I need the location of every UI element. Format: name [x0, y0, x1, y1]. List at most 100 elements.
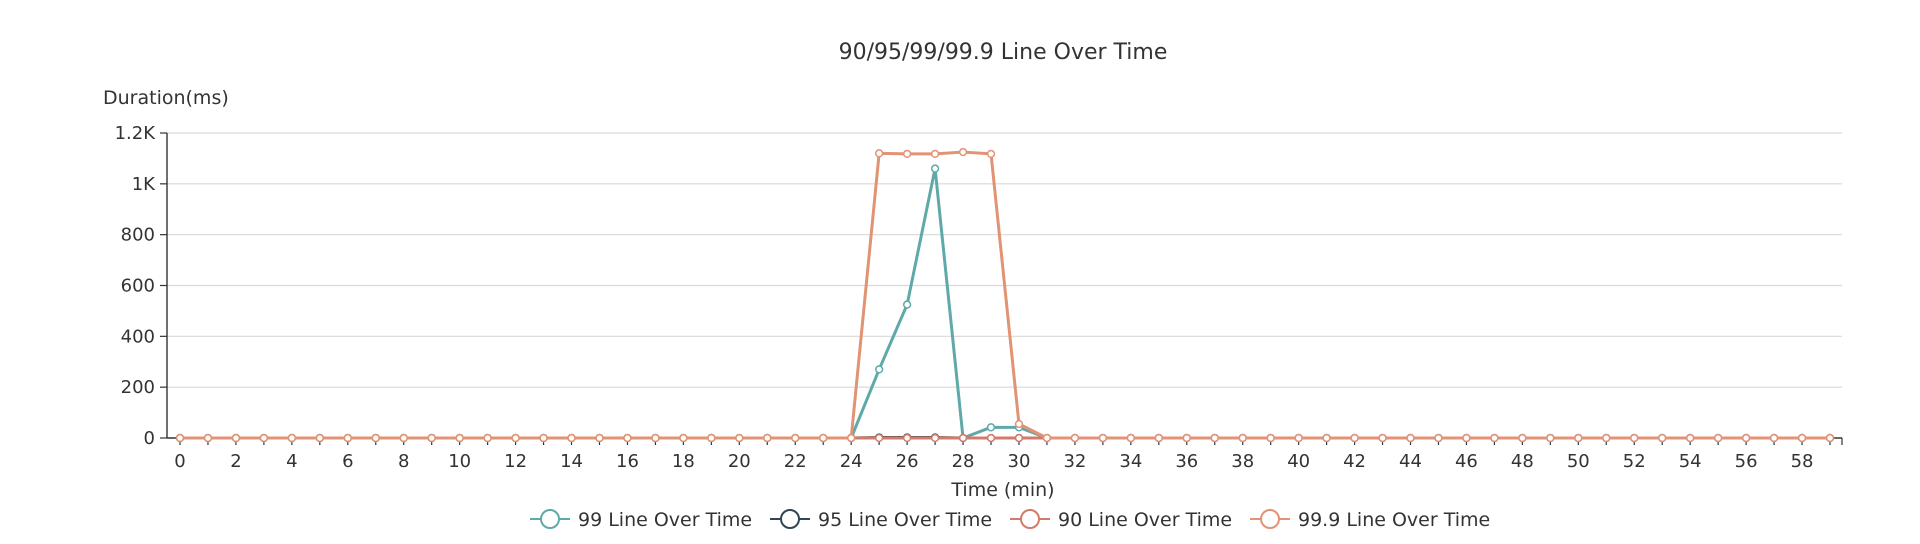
data-point[interactable] — [1797, 433, 1807, 443]
x-tick-label: 34 — [1119, 451, 1142, 472]
data-point[interactable] — [175, 433, 185, 443]
data-point[interactable] — [1462, 433, 1471, 443]
data-point[interactable] — [483, 433, 492, 443]
data-point[interactable] — [875, 433, 884, 443]
series-99-9-line-over-time — [175, 147, 1835, 443]
x-tick-label: 32 — [1063, 451, 1086, 472]
data-point[interactable] — [567, 433, 576, 443]
data-point[interactable] — [1154, 433, 1163, 443]
data-point[interactable] — [1238, 433, 1247, 443]
data-point[interactable] — [902, 433, 912, 443]
data-point[interactable] — [930, 164, 940, 173]
legend-circle-icon — [1020, 509, 1040, 529]
data-point[interactable] — [1294, 433, 1303, 443]
data-point[interactable] — [930, 433, 940, 443]
data-point[interactable] — [902, 149, 912, 158]
data-point[interactable] — [259, 433, 269, 443]
data-point[interactable] — [1574, 433, 1583, 443]
legend-item[interactable]: 95 Line Over Time — [770, 509, 992, 531]
data-point[interactable] — [371, 433, 380, 443]
data-point[interactable] — [455, 433, 464, 443]
data-point[interactable] — [1686, 433, 1695, 443]
data-point[interactable] — [679, 433, 688, 443]
data-point[interactable] — [930, 149, 940, 158]
data-point[interactable] — [1434, 433, 1443, 443]
data-point[interactable] — [399, 433, 408, 443]
data-point[interactable] — [1630, 433, 1639, 443]
data-point[interactable] — [1602, 433, 1611, 443]
x-axis-ticks: 0 2 4 6 8 10 12 14 16 18 20 22 24 26 28 30 32 34 36 38 40 42 4… — [174, 438, 1843, 472]
data-point[interactable] — [735, 433, 744, 443]
data-point[interactable] — [1042, 433, 1052, 443]
x-tick-label: 20 — [728, 451, 751, 472]
data-point[interactable] — [1014, 433, 1024, 443]
data-point[interactable] — [1546, 433, 1555, 443]
data-point[interactable] — [902, 300, 912, 309]
y-axis-ticks: 0 200 400 600 800 1K 1.2K — [115, 123, 167, 449]
legend-item[interactable]: 99 Line Over Time — [530, 509, 752, 531]
x-tick-label: 2 — [230, 451, 241, 472]
x-tick-label: 30 — [1008, 451, 1031, 472]
data-point[interactable] — [791, 433, 800, 443]
x-tick-label: 24 — [840, 451, 863, 472]
data-point[interactable] — [1741, 433, 1751, 443]
data-point[interactable] — [1266, 433, 1275, 443]
data-point[interactable] — [875, 149, 884, 158]
data-point[interactable] — [1098, 433, 1108, 443]
data-point[interactable] — [707, 433, 716, 443]
legend-label: 90 Line Over Time — [1058, 509, 1232, 531]
data-point[interactable] — [511, 433, 520, 443]
x-tick-label: 52 — [1623, 451, 1646, 472]
data-point[interactable] — [986, 149, 996, 158]
x-tick-label: 44 — [1399, 451, 1422, 472]
data-point[interactable] — [651, 433, 660, 443]
data-point[interactable] — [1210, 433, 1219, 443]
data-point[interactable] — [1182, 433, 1191, 443]
legend-item[interactable]: 90 Line Over Time — [1010, 509, 1232, 531]
data-point[interactable] — [287, 433, 297, 443]
legend-item[interactable]: 99.9 Line Over Time — [1250, 509, 1490, 531]
data-point[interactable] — [1825, 433, 1835, 443]
data-point[interactable] — [1490, 433, 1499, 443]
x-tick-label: 28 — [952, 451, 975, 472]
data-point[interactable] — [958, 433, 968, 443]
data-point[interactable] — [958, 147, 968, 157]
chart-title: 90/95/99/99.9 Line Over Time — [839, 40, 1168, 65]
data-point[interactable] — [343, 433, 352, 443]
data-point[interactable] — [1518, 433, 1527, 443]
legend-label: 95 Line Over Time — [818, 509, 992, 531]
data-point[interactable] — [1070, 433, 1080, 443]
data-point[interactable] — [763, 433, 772, 443]
data-point[interactable] — [539, 433, 548, 443]
legend-label: 99 Line Over Time — [578, 509, 752, 531]
data-point[interactable] — [427, 433, 436, 443]
y-tick-label: 400 — [121, 326, 155, 347]
legend-circle-icon — [1260, 509, 1280, 529]
data-point[interactable] — [875, 365, 884, 374]
legend-circle-icon — [780, 509, 800, 529]
y-tick-label: 600 — [121, 276, 155, 297]
data-point[interactable] — [1014, 419, 1024, 429]
data-point[interactable] — [595, 433, 604, 443]
x-tick-label: 18 — [672, 451, 695, 472]
x-tick-label: 56 — [1735, 451, 1758, 472]
data-point[interactable] — [231, 433, 241, 443]
data-point[interactable] — [986, 423, 996, 432]
x-axis-title: Time (min) — [950, 479, 1054, 501]
data-point[interactable] — [1769, 433, 1779, 443]
data-point[interactable] — [1658, 433, 1667, 443]
data-point[interactable] — [1322, 433, 1331, 443]
data-point[interactable] — [1378, 433, 1387, 443]
data-point[interactable] — [203, 433, 213, 443]
data-point[interactable] — [1406, 433, 1415, 443]
data-point[interactable] — [819, 433, 828, 443]
data-point[interactable] — [1126, 433, 1135, 443]
data-point[interactable] — [1713, 433, 1723, 443]
x-tick-label: 6 — [342, 451, 353, 472]
data-point[interactable] — [315, 433, 324, 443]
data-point[interactable] — [1350, 433, 1359, 443]
data-point[interactable] — [847, 433, 856, 443]
x-tick-label: 4 — [286, 451, 297, 472]
data-point[interactable] — [623, 433, 632, 443]
data-point[interactable] — [986, 433, 996, 443]
